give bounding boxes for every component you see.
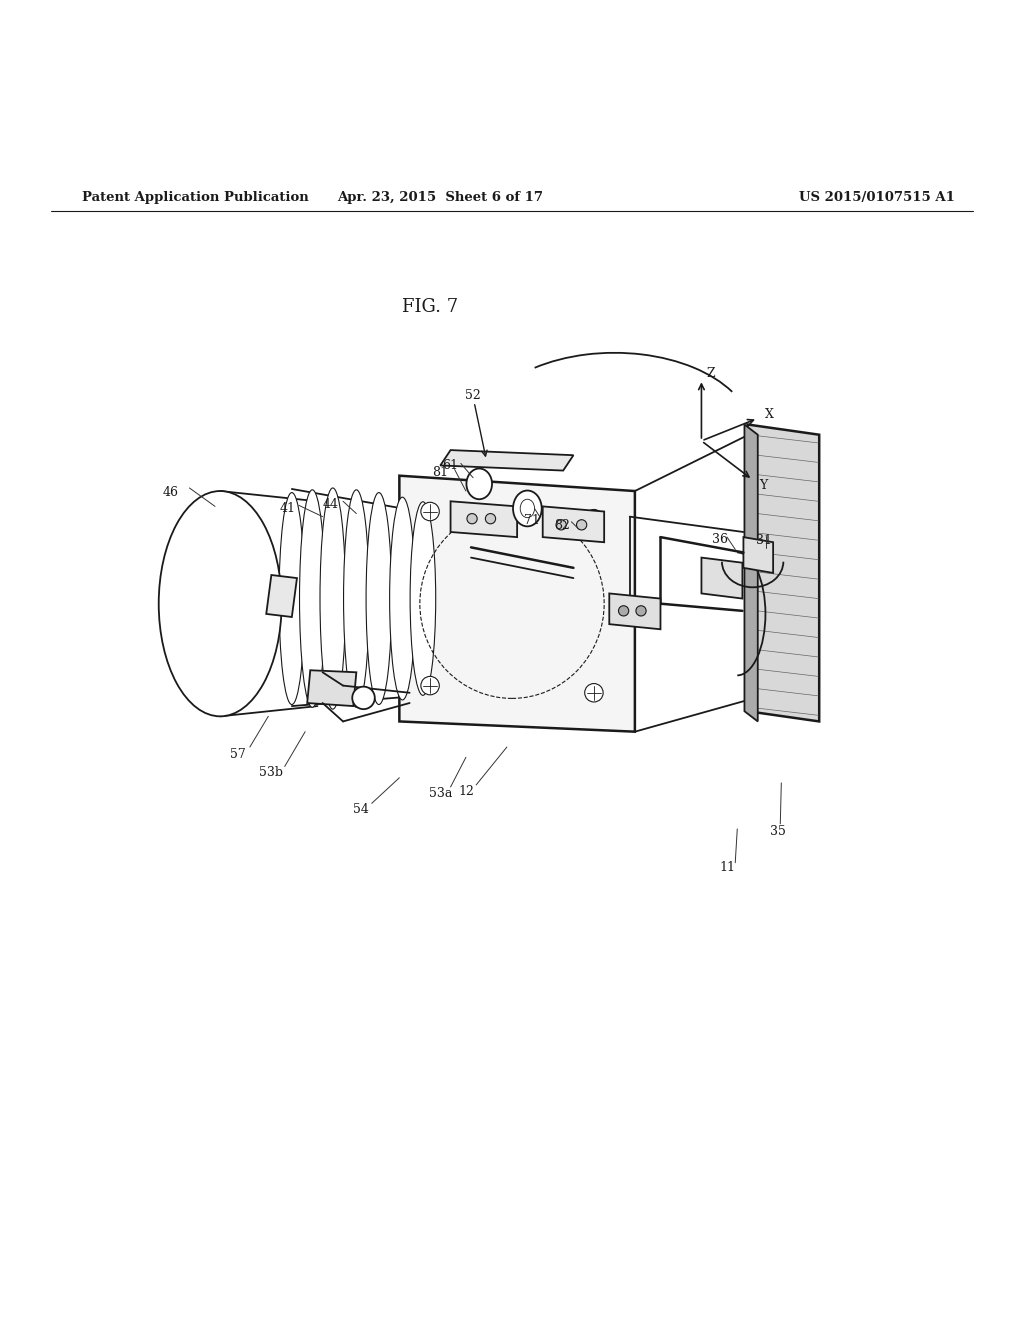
Text: 46: 46 — [163, 486, 179, 499]
Ellipse shape — [513, 491, 542, 527]
Text: Z: Z — [707, 367, 715, 380]
Polygon shape — [609, 594, 660, 630]
Text: 52: 52 — [465, 389, 481, 403]
Ellipse shape — [421, 676, 439, 694]
Ellipse shape — [410, 502, 436, 696]
Ellipse shape — [352, 686, 375, 709]
Text: 35: 35 — [770, 825, 786, 837]
Polygon shape — [701, 557, 742, 598]
Ellipse shape — [367, 492, 391, 705]
Ellipse shape — [485, 513, 496, 524]
Text: 57: 57 — [229, 747, 246, 760]
Text: 82: 82 — [554, 519, 570, 532]
Text: 71: 71 — [523, 515, 540, 527]
Ellipse shape — [279, 492, 305, 705]
Ellipse shape — [299, 490, 326, 708]
Text: 81: 81 — [432, 466, 449, 479]
Polygon shape — [748, 425, 819, 722]
Text: 53b: 53b — [259, 766, 284, 779]
Ellipse shape — [556, 520, 566, 529]
Text: 31: 31 — [756, 533, 772, 546]
Text: US 2015/0107515 A1: US 2015/0107515 A1 — [799, 190, 954, 203]
Ellipse shape — [343, 490, 370, 708]
Ellipse shape — [467, 469, 493, 499]
Text: 61: 61 — [442, 459, 459, 473]
Ellipse shape — [636, 606, 646, 616]
Ellipse shape — [421, 503, 439, 520]
Ellipse shape — [467, 513, 477, 524]
Polygon shape — [440, 450, 573, 470]
Text: Y: Y — [759, 479, 767, 492]
Ellipse shape — [577, 520, 587, 529]
Ellipse shape — [585, 684, 603, 702]
Ellipse shape — [585, 510, 603, 528]
Text: Patent Application Publication: Patent Application Publication — [82, 190, 308, 203]
Ellipse shape — [618, 606, 629, 616]
Text: FIG. 7: FIG. 7 — [402, 298, 458, 315]
Text: 12: 12 — [458, 784, 474, 797]
Polygon shape — [399, 475, 635, 731]
Polygon shape — [743, 537, 773, 573]
Ellipse shape — [159, 491, 282, 717]
Polygon shape — [543, 507, 604, 543]
Text: 53a: 53a — [429, 787, 452, 800]
Ellipse shape — [520, 499, 535, 517]
Text: Apr. 23, 2015  Sheet 6 of 17: Apr. 23, 2015 Sheet 6 of 17 — [337, 190, 544, 203]
Text: 36: 36 — [712, 533, 728, 545]
Text: X: X — [765, 408, 774, 421]
Text: 54: 54 — [352, 803, 369, 816]
Text: 11: 11 — [719, 862, 735, 874]
Polygon shape — [451, 502, 517, 537]
Polygon shape — [307, 671, 356, 706]
Polygon shape — [266, 576, 297, 616]
Polygon shape — [744, 425, 758, 722]
Text: 44: 44 — [323, 498, 339, 511]
Ellipse shape — [389, 498, 416, 700]
Text: 41: 41 — [280, 502, 296, 515]
Ellipse shape — [319, 488, 346, 709]
